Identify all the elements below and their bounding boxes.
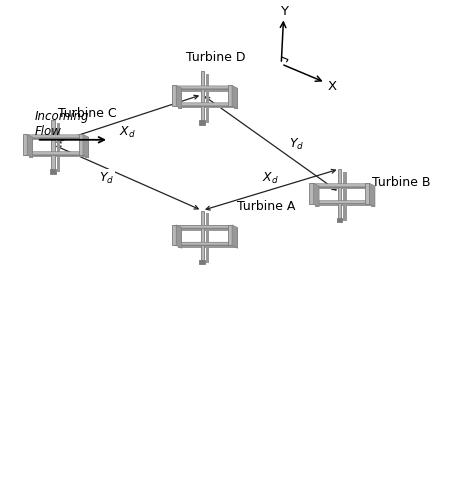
Polygon shape bbox=[311, 201, 367, 204]
Polygon shape bbox=[174, 226, 230, 228]
Polygon shape bbox=[84, 138, 89, 158]
Polygon shape bbox=[176, 86, 182, 110]
Polygon shape bbox=[201, 72, 204, 121]
Polygon shape bbox=[311, 184, 367, 187]
Text: X: X bbox=[328, 79, 337, 92]
Polygon shape bbox=[206, 75, 209, 124]
Polygon shape bbox=[174, 104, 236, 106]
Polygon shape bbox=[232, 225, 237, 249]
Polygon shape bbox=[172, 225, 176, 246]
Text: $X_d$: $X_d$ bbox=[119, 124, 136, 140]
Polygon shape bbox=[206, 214, 209, 263]
Polygon shape bbox=[180, 106, 236, 109]
Polygon shape bbox=[50, 170, 56, 174]
Polygon shape bbox=[31, 138, 87, 141]
Text: $X_d$: $X_d$ bbox=[263, 171, 279, 186]
Polygon shape bbox=[338, 170, 341, 219]
Polygon shape bbox=[174, 242, 236, 245]
Text: $Y_d$: $Y_d$ bbox=[289, 137, 304, 152]
Polygon shape bbox=[172, 86, 176, 107]
Polygon shape bbox=[79, 135, 83, 156]
Polygon shape bbox=[174, 104, 230, 106]
Polygon shape bbox=[311, 201, 373, 204]
Polygon shape bbox=[315, 187, 319, 207]
Polygon shape bbox=[23, 135, 27, 156]
Polygon shape bbox=[52, 121, 55, 170]
Polygon shape bbox=[25, 152, 81, 155]
Polygon shape bbox=[83, 135, 89, 158]
Polygon shape bbox=[25, 136, 87, 138]
Text: Turbine D: Turbine D bbox=[186, 51, 246, 64]
Polygon shape bbox=[31, 155, 87, 158]
Polygon shape bbox=[174, 87, 236, 90]
Polygon shape bbox=[369, 184, 375, 207]
Polygon shape bbox=[176, 225, 182, 249]
Polygon shape bbox=[200, 121, 205, 125]
Polygon shape bbox=[201, 211, 204, 261]
Polygon shape bbox=[365, 184, 369, 204]
Polygon shape bbox=[178, 89, 182, 110]
Text: $Y_d$: $Y_d$ bbox=[99, 171, 114, 186]
Polygon shape bbox=[234, 228, 237, 249]
Text: Incoming
Flow: Incoming Flow bbox=[35, 109, 89, 137]
Polygon shape bbox=[228, 86, 232, 107]
Polygon shape bbox=[228, 225, 232, 246]
Polygon shape bbox=[317, 187, 373, 190]
Polygon shape bbox=[29, 138, 33, 158]
Polygon shape bbox=[180, 90, 236, 92]
Polygon shape bbox=[174, 242, 230, 245]
Polygon shape bbox=[178, 228, 182, 249]
Polygon shape bbox=[317, 204, 373, 207]
Polygon shape bbox=[200, 261, 205, 265]
Polygon shape bbox=[232, 86, 237, 110]
Polygon shape bbox=[180, 228, 236, 231]
Polygon shape bbox=[234, 89, 237, 110]
Polygon shape bbox=[371, 187, 375, 207]
Text: Y: Y bbox=[280, 5, 288, 18]
Polygon shape bbox=[311, 184, 373, 187]
Text: Turbine A: Turbine A bbox=[237, 200, 295, 213]
Text: Turbine B: Turbine B bbox=[372, 175, 430, 188]
Polygon shape bbox=[174, 87, 230, 90]
Polygon shape bbox=[25, 136, 81, 138]
Polygon shape bbox=[344, 172, 346, 221]
Polygon shape bbox=[337, 219, 342, 223]
Polygon shape bbox=[313, 184, 319, 207]
Polygon shape bbox=[174, 226, 236, 228]
Polygon shape bbox=[27, 135, 33, 158]
Polygon shape bbox=[180, 245, 236, 248]
Polygon shape bbox=[25, 152, 87, 155]
Polygon shape bbox=[310, 184, 313, 204]
Polygon shape bbox=[57, 124, 60, 173]
Text: Turbine C: Turbine C bbox=[58, 107, 116, 120]
